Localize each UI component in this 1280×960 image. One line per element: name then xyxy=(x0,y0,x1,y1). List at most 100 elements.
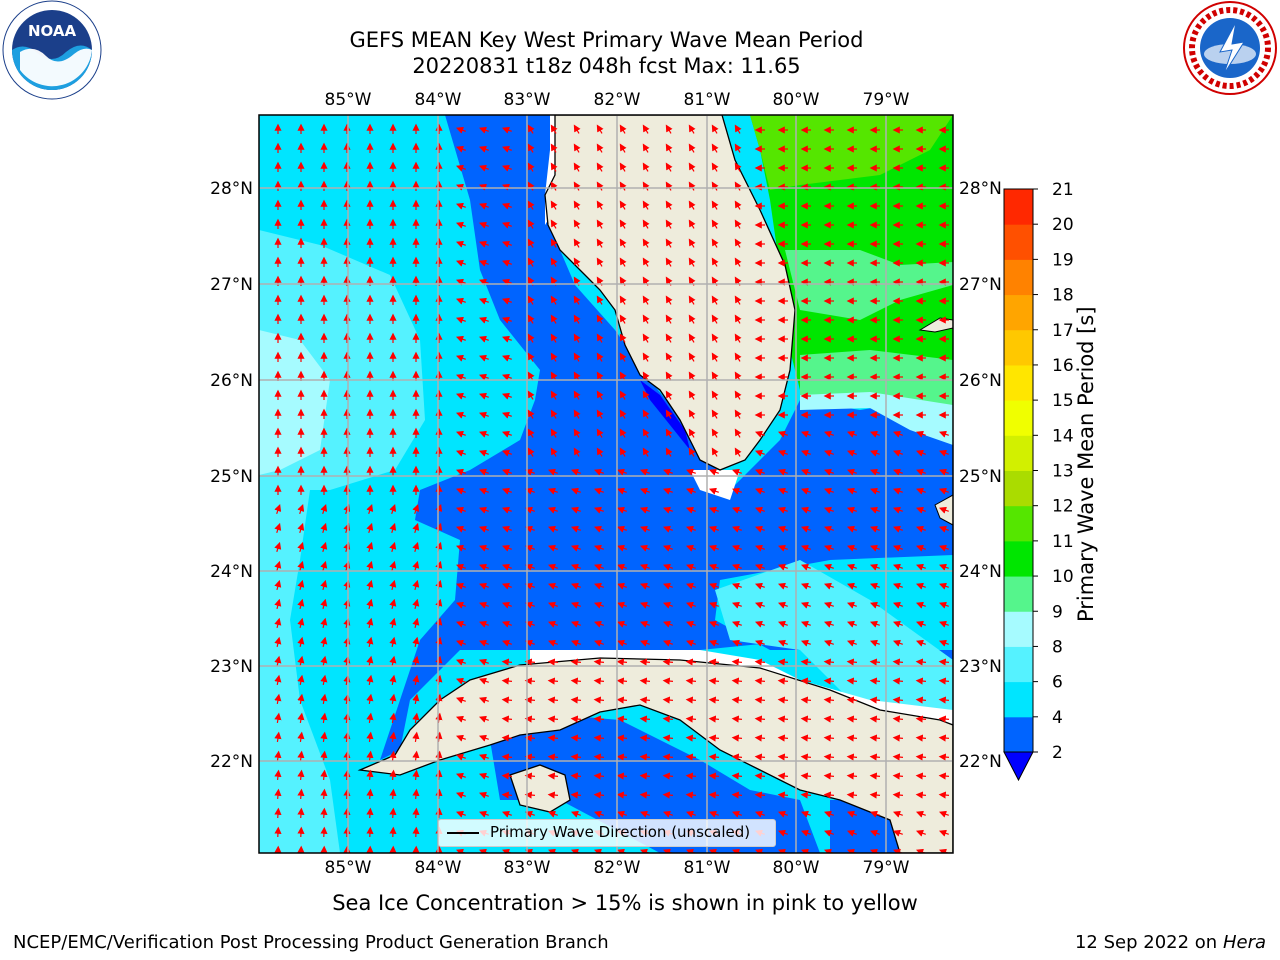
wave-arrow xyxy=(547,525,558,533)
wave-arrow xyxy=(297,769,305,781)
wave-arrow xyxy=(869,753,881,761)
wave-arrow xyxy=(711,314,719,324)
wave-arrow xyxy=(501,297,512,305)
colorbar-segment xyxy=(1004,259,1033,296)
wave-arrow xyxy=(389,636,397,648)
wave-arrow xyxy=(593,696,605,704)
wave-arrow xyxy=(616,696,628,704)
wave-arrow xyxy=(846,468,857,476)
wave-arrow xyxy=(846,430,857,438)
wave-arrow xyxy=(846,582,857,590)
wave-arrow xyxy=(846,601,857,609)
title-line-2: 20220831 t18z 048h fcst Max: 11.65 xyxy=(412,54,801,78)
wave-arrow xyxy=(570,582,581,590)
wave-arrow xyxy=(501,506,512,514)
wave-arrow xyxy=(366,541,374,552)
wave-arrow xyxy=(711,257,719,267)
map-legend: Primary Wave Direction (unscaled) xyxy=(438,819,776,847)
wave-arrow xyxy=(731,791,743,799)
wave-arrow xyxy=(274,655,282,667)
wave-arrow xyxy=(478,525,489,533)
wave-arrow xyxy=(550,352,558,362)
wave-arrow xyxy=(685,658,697,666)
wave-arrow xyxy=(524,696,536,704)
wave-arrow xyxy=(846,487,857,495)
wave-arrow xyxy=(616,563,627,571)
wave-arrow xyxy=(389,541,397,552)
wave-arrow xyxy=(274,617,282,629)
wave-arrow xyxy=(711,181,719,191)
colorbar-label: Primary Wave Mean Period [s] xyxy=(1074,306,1098,622)
wave-arrow xyxy=(320,693,328,705)
wave-arrow xyxy=(823,677,835,685)
wave-arrow xyxy=(455,582,466,590)
wave-arrow xyxy=(731,677,743,685)
wave-arrow xyxy=(619,181,627,191)
wave-arrow xyxy=(274,560,282,572)
wave-arrow xyxy=(892,677,904,685)
wave-arrow xyxy=(547,772,559,780)
wave-arrow xyxy=(642,409,650,419)
wave-arrow xyxy=(685,525,696,533)
wave-arrow xyxy=(688,238,696,248)
colorbar-tick-label: 2 xyxy=(1052,743,1063,763)
wave-arrow xyxy=(754,468,765,476)
wave-arrow xyxy=(596,295,604,305)
wave-arrow xyxy=(938,639,949,647)
wave-arrow xyxy=(274,674,282,686)
colorbar-tick-label: 6 xyxy=(1052,673,1063,693)
wave-arrow xyxy=(711,447,719,457)
wave-arrow xyxy=(685,506,696,514)
wave-arrow xyxy=(297,522,305,533)
colorbar-tick-label: 10 xyxy=(1052,567,1074,587)
wave-arrow xyxy=(688,200,696,210)
wave-arrow xyxy=(708,620,719,628)
wave-arrow xyxy=(478,392,489,400)
wave-arrow xyxy=(892,506,903,514)
wave-arrow xyxy=(777,449,788,457)
colorbar-tick-label: 9 xyxy=(1052,602,1063,622)
wave-arrow xyxy=(800,658,812,666)
wave-arrow xyxy=(366,579,374,591)
wave-arrow xyxy=(731,563,742,571)
wave-arrow xyxy=(573,219,581,229)
wave-arrow xyxy=(593,563,604,571)
wave-arrow xyxy=(570,601,581,609)
wave-arrow xyxy=(708,753,720,761)
wave-arrow xyxy=(777,734,789,742)
wave-arrow xyxy=(593,658,605,666)
wave-arrow xyxy=(823,734,835,742)
wave-arrow xyxy=(501,791,513,799)
wave-arrow xyxy=(478,335,489,343)
colorbar-segment xyxy=(1004,505,1033,542)
wave-arrow xyxy=(412,769,420,781)
wave-arrow xyxy=(846,544,857,552)
wave-arrow xyxy=(665,238,673,248)
wave-arrow xyxy=(892,430,903,438)
legend-line-icon xyxy=(447,832,479,834)
lon-label-top: 81°W xyxy=(684,90,731,110)
wave-arrow xyxy=(596,352,604,362)
wave-arrow xyxy=(366,598,374,610)
wave-arrow xyxy=(892,810,903,818)
wave-arrow xyxy=(711,295,719,305)
colorbar-tick-label: 4 xyxy=(1052,708,1063,728)
wave-arrow xyxy=(412,636,420,648)
wave-arrow xyxy=(938,468,949,476)
wave-arrow xyxy=(685,544,696,552)
wave-arrow xyxy=(435,807,443,819)
wave-arrow xyxy=(297,807,305,819)
wave-arrow xyxy=(501,202,512,210)
lat-label-left: 25°N xyxy=(210,467,253,487)
wave-arrow xyxy=(642,428,650,438)
wave-arrow xyxy=(570,658,582,666)
wave-arrow xyxy=(734,162,742,172)
wave-arrow xyxy=(527,352,535,362)
wave-arrow xyxy=(915,582,926,590)
wave-arrow xyxy=(754,696,766,704)
wave-arrow xyxy=(501,525,512,533)
wave-arrow xyxy=(892,468,903,476)
wave-arrow xyxy=(823,449,834,457)
wave-arrow xyxy=(570,715,582,723)
wave-arrow xyxy=(593,544,604,552)
